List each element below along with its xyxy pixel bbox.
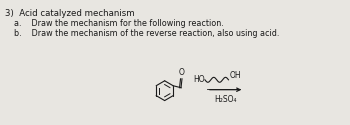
- Text: O: O: [179, 68, 185, 77]
- Text: OH: OH: [230, 71, 241, 80]
- Text: HO: HO: [193, 75, 205, 84]
- Text: H₂SO₄: H₂SO₄: [214, 95, 237, 104]
- Text: a.    Draw the mechanism for the following reaction.: a. Draw the mechanism for the following …: [14, 20, 224, 28]
- Text: 3)  Acid catalyzed mechanism: 3) Acid catalyzed mechanism: [5, 9, 134, 18]
- Text: b.    Draw the mechanism of the reverse reaction, also using acid.: b. Draw the mechanism of the reverse rea…: [14, 29, 280, 38]
